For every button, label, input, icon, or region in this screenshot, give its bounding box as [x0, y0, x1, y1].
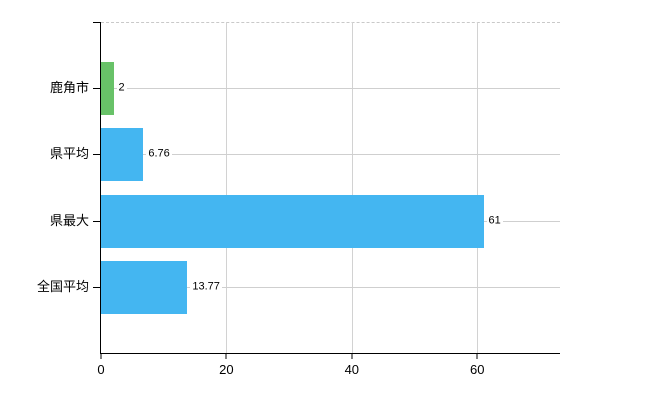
category-label: 県平均 — [49, 146, 89, 162]
category-label: 全国平均 — [36, 278, 89, 294]
plot-area: 0 20 40 60 2 6.76 61 13.77 — [93, 22, 560, 377]
category-tick — [93, 220, 101, 222]
y-axis-line — [100, 22, 101, 353]
bar-value-label: 6.76 — [146, 147, 172, 161]
bar — [101, 62, 114, 116]
bar-value-label: 2 — [116, 81, 127, 95]
category-axis-labels: 鹿角市県平均県最大全国平均 — [0, 22, 91, 353]
gridline-v — [351, 22, 353, 353]
x-tick-label: 0 — [97, 362, 105, 377]
x-axis-line — [100, 353, 560, 354]
bar-value-label: 13.77 — [190, 280, 222, 294]
gridline-h — [101, 286, 560, 288]
bar — [101, 194, 484, 248]
x-tick-label: 40 — [344, 362, 360, 377]
x-axis-tick — [476, 353, 478, 359]
category-label: 鹿角市 — [49, 80, 89, 96]
gridline-h — [101, 154, 560, 156]
category-tick — [93, 286, 101, 288]
x-tick-label: 20 — [219, 362, 234, 377]
x-axis-tick — [100, 353, 102, 359]
category-tick — [93, 88, 101, 90]
x-tick-label: 60 — [469, 362, 485, 377]
category-label: 県最大 — [49, 212, 89, 228]
category-tick — [93, 154, 101, 156]
x-axis-tick — [225, 353, 227, 359]
gridline-v — [226, 22, 228, 353]
bar — [101, 128, 144, 182]
gridline-h — [101, 88, 560, 90]
bar — [101, 260, 188, 314]
gridline-v — [477, 22, 479, 353]
plot-top-border — [101, 22, 560, 23]
x-axis-tick — [351, 353, 353, 359]
bar-value-label: 61 — [486, 214, 503, 228]
y-axis-top-tick — [93, 22, 101, 23]
